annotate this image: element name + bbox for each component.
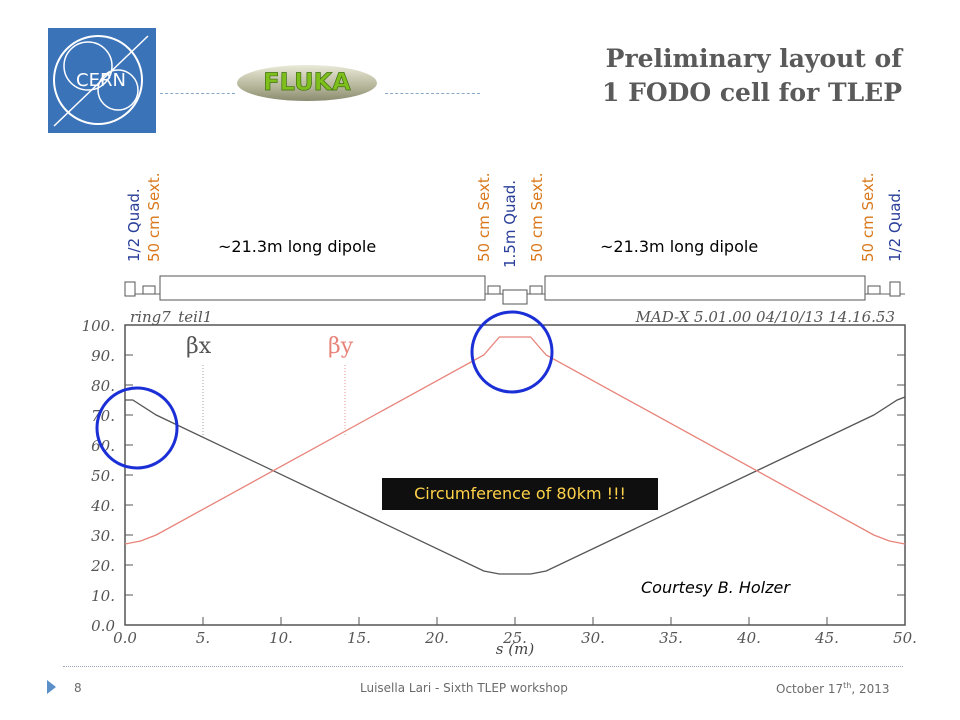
- x-tick-label: 20.: [424, 629, 449, 647]
- lattice-right-sext: [867, 285, 881, 295]
- cern-logo-text: CERN: [76, 70, 126, 91]
- chart-header-right: MAD-X 5.01.00 04/10/13 14.16.53: [635, 308, 895, 326]
- x-tick-label: 15.: [347, 629, 371, 647]
- lattice-mid-sext-1: [487, 285, 501, 295]
- fluka-logo-text: FLUKA: [263, 68, 351, 96]
- lattice-mid-quad: [502, 289, 528, 305]
- x-tick-label: 35.: [659, 629, 683, 647]
- label-left-sext: 50 cm Sext.: [145, 172, 163, 263]
- label-dipole-right: ~21.3m long dipole: [600, 237, 759, 256]
- slide-title: Preliminary layout of 1 FODO cell for TL…: [482, 42, 902, 110]
- circumference-callout: Circumference of 80km !!!: [382, 478, 658, 510]
- label-mid-quad: 1.5m Quad.: [501, 179, 519, 268]
- y-tick-label: 40.: [90, 497, 115, 515]
- footer-date-year: , 2013: [851, 682, 890, 696]
- x-tick-label: 40.: [736, 629, 761, 647]
- x-tick-label: 25.: [502, 629, 527, 647]
- chart-header-left: ring7_teil1: [130, 308, 212, 326]
- x-axis-ticks: 0.0 5. 10. 15. 20. 25. 30. 35. 40. 45. 50.: [113, 617, 917, 647]
- label-mid-sext-1: 50 cm Sext.: [475, 172, 493, 263]
- label-dipole-left: ~21.3m long dipole: [218, 237, 377, 256]
- lattice-dipole-right: [544, 275, 866, 301]
- footer-date-main: October 17: [776, 682, 844, 696]
- lattice-mid-sext-2: [529, 285, 543, 295]
- beta-function-chart: ring7_teil1 MAD-X 5.01.00 04/10/13 14.16…: [82, 275, 917, 658]
- series-line-beta-y: [124, 336, 906, 545]
- beta-x-legend: βx: [186, 334, 212, 359]
- lattice-left-quad: [124, 281, 136, 297]
- x-tick-label: 0.0: [113, 629, 137, 647]
- fluka-logo: FLUKA: [235, 58, 380, 103]
- y-tick-label: 50.: [91, 467, 115, 485]
- label-right-quad: 1/2 Quad.: [886, 188, 904, 262]
- x-tick-label: 10.: [269, 629, 293, 647]
- lattice-diagram: [124, 275, 905, 305]
- x-tick-label: 45.: [814, 629, 839, 647]
- y-tick-label: 0.0: [91, 617, 115, 635]
- header-dash-left: [160, 93, 235, 94]
- x-axis-label: s (m): [496, 640, 535, 658]
- series-lines: [124, 336, 906, 575]
- lattice-dipole-left: [159, 275, 486, 301]
- footer-divider: [63, 666, 903, 667]
- title-line-1: Preliminary layout of: [605, 44, 902, 73]
- y-tick-label: 10.: [91, 587, 115, 605]
- y-tick-label: 90.: [91, 347, 115, 365]
- highlight-circle-left: [95, 386, 179, 470]
- beta-y-legend: βy: [328, 334, 354, 359]
- lattice-right-quad: [889, 281, 901, 297]
- label-mid-sext-2: 50 cm Sext.: [528, 172, 546, 263]
- highlight-circle-center: [470, 310, 554, 394]
- y-tick-label: 60.: [91, 437, 115, 455]
- footer-bullet-icon: [47, 680, 56, 694]
- footer-presenter: Luisella Lari - Sixth TLEP workshop: [360, 681, 568, 695]
- series-line-beta-x: [125, 396, 906, 575]
- y-tick-label: 30.: [91, 527, 115, 545]
- footer-date: October 17th, 2013: [776, 681, 890, 696]
- label-right-sext: 50 cm Sext.: [859, 172, 877, 263]
- header-dash-right: [385, 93, 480, 94]
- y-tick-label: 20.: [90, 557, 115, 575]
- x-tick-label: 5.: [196, 629, 210, 647]
- y-tick-label: 100.: [82, 317, 115, 335]
- page-number: 8: [74, 681, 82, 695]
- courtesy-note: Courtesy B. Holzer: [641, 578, 790, 597]
- x-tick-label: 30.: [581, 629, 605, 647]
- x-tick-label: 50.: [893, 629, 917, 647]
- lattice-left-sext: [142, 285, 156, 295]
- label-left-quad: 1/2 Quad.: [125, 188, 143, 262]
- y-tick-label: 80.: [91, 377, 115, 395]
- title-line-2: 1 FODO cell for TLEP: [602, 78, 902, 107]
- footer-date-sup: th: [843, 681, 852, 690]
- cern-logo: CERN: [48, 28, 156, 133]
